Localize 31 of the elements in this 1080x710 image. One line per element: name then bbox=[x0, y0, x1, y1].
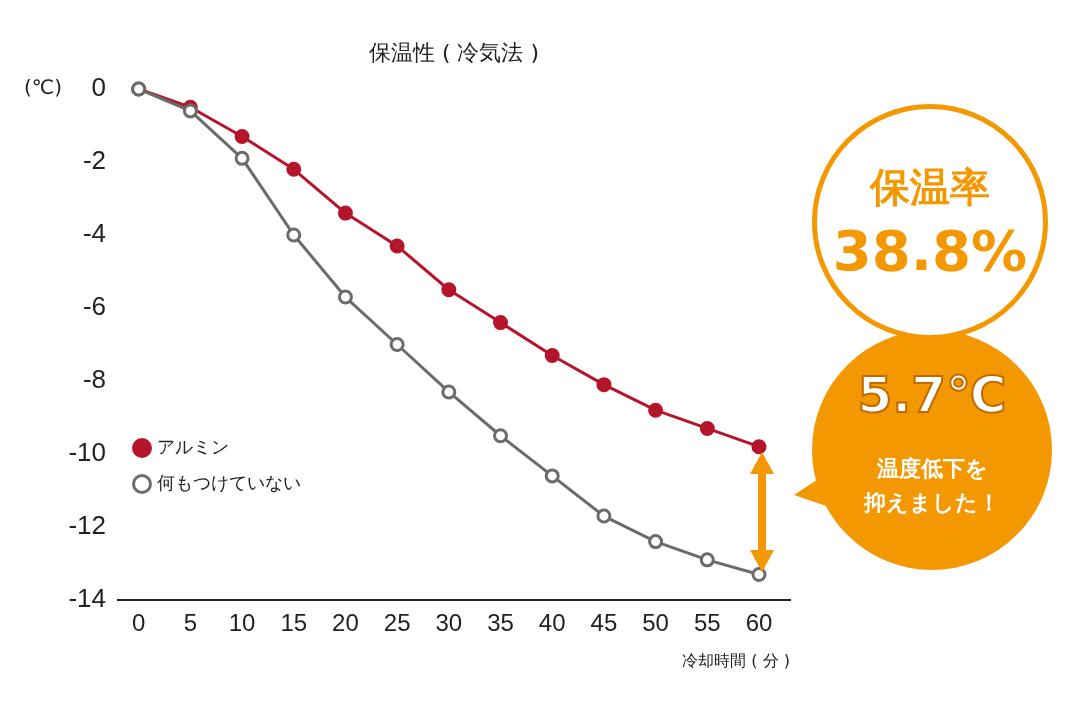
text: 保温率 bbox=[868, 163, 991, 212]
y-axis-title: (℃) bbox=[24, 75, 63, 100]
chart-title: 保温性 ( 冷気法 ) bbox=[368, 39, 540, 65]
x-tick-label: 15 bbox=[280, 609, 308, 637]
x-tick-label: 35 bbox=[487, 609, 514, 637]
text: 38.8% bbox=[831, 218, 1029, 283]
text: 5.7℃ bbox=[856, 366, 1008, 424]
x-tick-label: 5 bbox=[183, 609, 198, 637]
text: 抑えました！ bbox=[862, 489, 1001, 517]
x-tick-label: 50 bbox=[642, 609, 669, 637]
legend-label: アルミン bbox=[157, 436, 229, 457]
text: 温度低下を bbox=[875, 455, 989, 483]
x-tick-label: 30 bbox=[435, 609, 463, 637]
x-tick-label: 40 bbox=[538, 609, 566, 637]
y-tick-label: -10 bbox=[68, 437, 106, 468]
y-tick-label: -8 bbox=[82, 364, 106, 395]
x-tick-label: 0 bbox=[132, 609, 146, 637]
x-tick-label: 25 bbox=[383, 609, 411, 637]
legend-label: 何もつけていない bbox=[157, 472, 301, 493]
y-tick-label: -4 bbox=[82, 218, 106, 249]
x-tick-label: 45 bbox=[590, 609, 618, 637]
x-tick-label: 55 bbox=[693, 609, 721, 637]
y-tick-label: -6 bbox=[82, 291, 106, 322]
x-axis-title: 冷却時間 ( 分 ) bbox=[682, 651, 790, 671]
y-tick-label: -12 bbox=[68, 510, 106, 541]
x-tick-label: 10 bbox=[228, 609, 256, 637]
y-tick-label: 0 bbox=[91, 72, 106, 103]
y-tick-label: -14 bbox=[68, 583, 106, 614]
x-tick-label: 20 bbox=[332, 609, 359, 637]
y-tick-label: -2 bbox=[82, 145, 106, 176]
x-tick-label: 60 bbox=[745, 609, 773, 637]
